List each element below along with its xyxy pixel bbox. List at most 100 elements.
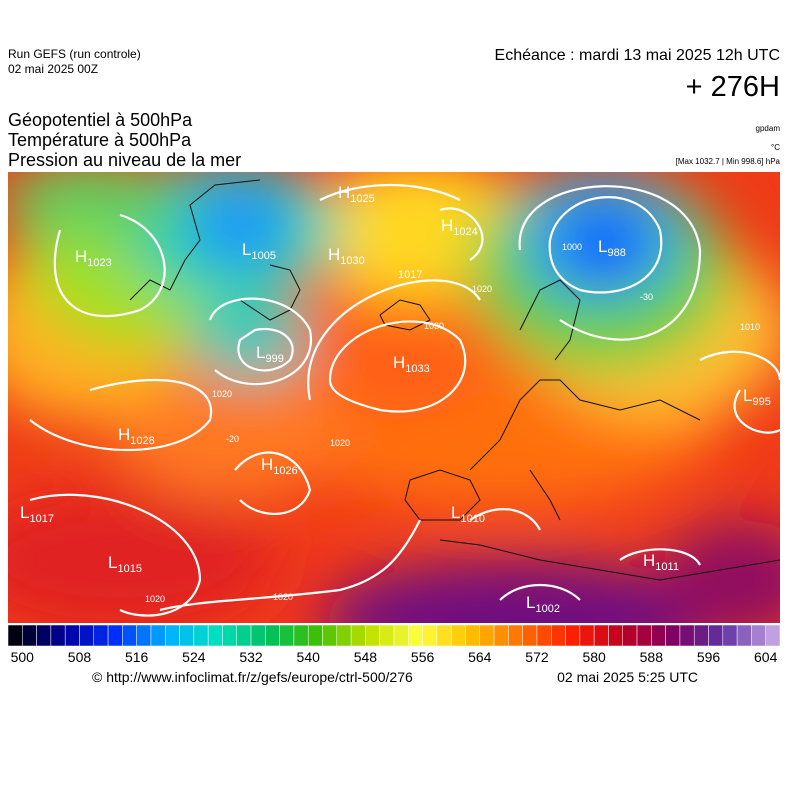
color-swatch xyxy=(736,624,752,647)
color-swatch xyxy=(179,624,195,647)
pressure-center: L988 xyxy=(598,237,626,259)
color-swatch xyxy=(22,624,37,647)
pressure-center: L995 xyxy=(743,386,771,408)
map xyxy=(8,172,780,623)
color-swatch xyxy=(193,624,209,647)
center-letter: H xyxy=(393,353,405,372)
color-swatch xyxy=(608,624,623,647)
contour-label: -30 xyxy=(640,292,653,302)
contour-label: 1010 xyxy=(740,322,760,332)
pressure-center: 1017 xyxy=(398,269,422,281)
center-letter: L xyxy=(598,237,607,256)
color-swatch xyxy=(551,624,566,647)
color-swatch xyxy=(693,624,709,647)
pressure-center: L1015 xyxy=(108,553,142,575)
color-swatch xyxy=(293,624,309,647)
color-swatch xyxy=(479,624,495,647)
colorbar-tick-label: 548 xyxy=(354,649,378,665)
center-value: 995 xyxy=(752,396,770,408)
center-letter: L xyxy=(743,386,752,405)
center-letter: H xyxy=(75,247,87,266)
pressure-center: H1028 xyxy=(118,425,155,447)
color-swatch xyxy=(336,624,352,647)
center-value: 1026 xyxy=(273,465,297,477)
center-value: 1028 xyxy=(130,435,154,447)
color-swatch xyxy=(64,624,80,647)
title: Géopotentiel à 500hPa xyxy=(8,110,193,130)
colorbar-tick-label: 604 xyxy=(754,649,778,665)
contour-label: 1020 xyxy=(145,594,165,604)
pressure-center: L1010 xyxy=(451,503,485,525)
pressure-center: H1011 xyxy=(643,551,679,573)
color-swatch xyxy=(508,624,523,647)
center-value: 1024 xyxy=(453,226,477,238)
pressure-center: H1026 xyxy=(261,455,298,477)
colorbar-tick-label: 596 xyxy=(697,649,721,665)
center-value: 1033 xyxy=(405,363,429,375)
center-letter: L xyxy=(526,593,535,612)
pressure-center: H1030 xyxy=(328,245,365,267)
title: Température à 500hPa xyxy=(8,130,192,150)
valid-time: Echéance : mardi 13 mai 2025 12h UTC xyxy=(495,47,780,64)
color-swatch xyxy=(7,624,23,647)
color-swatch xyxy=(265,624,280,647)
center-value: 1011 xyxy=(655,561,679,573)
pressure-center: H1024 xyxy=(441,216,478,238)
color-swatch xyxy=(751,624,766,647)
contour-label: -20 xyxy=(226,434,239,444)
color-swatch xyxy=(593,624,609,647)
pressure-center: L999 xyxy=(256,343,284,365)
color-swatch xyxy=(150,624,166,647)
center-value: 1017 xyxy=(398,269,422,281)
pressure-center: H1025 xyxy=(338,183,375,205)
color-swatch xyxy=(365,624,380,647)
contour-label: 1020 xyxy=(212,389,232,399)
color-swatch xyxy=(379,624,395,647)
color-swatch xyxy=(165,624,180,647)
color-swatch xyxy=(222,624,237,647)
color-swatch xyxy=(93,624,109,647)
colorbar-tick-label: 516 xyxy=(125,649,149,665)
color-swatch xyxy=(422,624,438,647)
center-value: 1025 xyxy=(350,193,374,205)
center-letter: H xyxy=(261,455,273,474)
color-swatch xyxy=(565,624,581,647)
center-value: 1017 xyxy=(29,513,53,525)
colorbar-tick-label: 556 xyxy=(411,649,435,665)
center-letter: H xyxy=(643,551,655,570)
center-letter: H xyxy=(118,425,130,444)
colorbar-tick-label: 532 xyxy=(239,649,263,665)
color-swatch xyxy=(665,624,681,647)
color-swatch xyxy=(279,624,295,647)
pressure-center: L1002 xyxy=(526,593,560,615)
center-value: 1005 xyxy=(251,250,275,262)
footer-url: © http://www.infoclimat.fr/z/gefs/europe… xyxy=(92,669,413,685)
pressure-center: L1005 xyxy=(242,240,276,262)
color-swatch xyxy=(622,624,638,647)
center-letter: L xyxy=(256,343,265,362)
color-swatch xyxy=(50,624,66,647)
colorbar-tick-label: 580 xyxy=(582,649,606,665)
color-swatch xyxy=(450,624,466,647)
contour-label: 1020 xyxy=(472,284,492,294)
color-swatch xyxy=(679,624,695,647)
color-swatch xyxy=(79,624,95,647)
range: [Max 1032.7 | Min 998.6] hPa xyxy=(676,157,781,166)
pressure-center: H1023 xyxy=(75,247,112,269)
color-swatch xyxy=(307,624,323,647)
center-value: 1030 xyxy=(340,255,364,267)
colorbar-tick-label: 564 xyxy=(468,649,492,665)
color-swatch xyxy=(250,624,266,647)
colorbar-tick-label: 500 xyxy=(11,649,35,665)
color-swatch xyxy=(765,624,781,647)
color-swatch xyxy=(322,624,338,647)
color-swatch xyxy=(107,624,123,647)
color-swatch xyxy=(708,624,724,647)
unit: °C xyxy=(771,143,780,152)
color-swatch xyxy=(536,624,552,647)
center-value: 1010 xyxy=(460,513,484,525)
color-swatch xyxy=(436,624,452,647)
title: Pression au niveau de la mer xyxy=(8,150,241,170)
center-letter: H xyxy=(441,216,453,235)
contour-label: 1020 xyxy=(330,438,350,448)
